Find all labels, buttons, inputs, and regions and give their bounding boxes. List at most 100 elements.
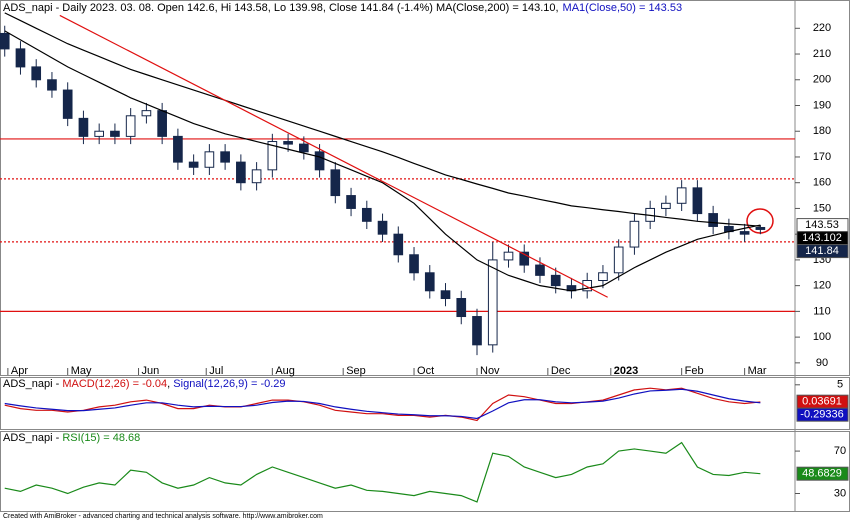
title-text: ADS_napi - Daily 2023. 03. 08. Open 142.… [3, 2, 559, 14]
ma-line [4, 30, 761, 292]
y-tick-label: 170 [813, 151, 831, 163]
candle-body [62, 89, 73, 119]
x-tick-label: 2023 [614, 365, 638, 377]
candle-body [299, 143, 309, 153]
value-box-label: 143.102 [802, 232, 842, 244]
candle-body [141, 110, 152, 117]
value-box-label: 143.53 [805, 219, 839, 231]
candle-body [220, 151, 230, 163]
x-tick-label: May [71, 365, 92, 377]
indicator-line [4, 387, 761, 422]
y-tick-label: 190 [813, 99, 831, 111]
candle-body [47, 79, 57, 91]
ma-line [4, 12, 761, 227]
chart-title: ADS_napi - Daily 2023. 03. 08. Open 142.… [3, 2, 682, 14]
candle-body [393, 233, 404, 256]
candle-body [519, 251, 530, 266]
y-tick-label: 150 [813, 202, 831, 214]
x-tick-label: Feb [685, 365, 704, 377]
panel-title-part: , [167, 378, 173, 390]
y-tick-label: 70 [834, 445, 846, 457]
x-tick-label: Apr [11, 365, 28, 377]
candle-body [361, 207, 372, 222]
indicator-line [4, 441, 761, 503]
y-tick-label: 120 [813, 280, 831, 292]
x-tick-label: Aug [275, 365, 295, 377]
candle-body [283, 141, 293, 145]
candle-body [377, 220, 388, 235]
x-tick-label: Jun [142, 365, 160, 377]
x-tick-label: Dec [551, 365, 571, 377]
value-box-label: -0.29336 [800, 409, 843, 421]
y-tick-label: 210 [813, 48, 831, 60]
value-box [796, 407, 849, 422]
candle-body [330, 169, 341, 197]
y-tick-label: 180 [813, 125, 831, 137]
candle-body [755, 226, 766, 230]
candle-body [409, 254, 419, 274]
candle-body [251, 169, 262, 184]
x-tick-label: Oct [417, 365, 434, 377]
x-tick-label: Jul [209, 365, 223, 377]
candle-body [598, 272, 608, 282]
candle-body [346, 195, 356, 209]
panel-title-part: MACD(12,26) = -0.04 [62, 378, 167, 390]
candle-body [0, 32, 10, 50]
trend-line [59, 14, 608, 298]
price-panel [0, 0, 850, 376]
panel-title-part: ADS_napi - [3, 378, 62, 390]
candle-body [31, 66, 42, 81]
candle-body [188, 161, 199, 168]
y-tick-label: 100 [813, 331, 831, 343]
candle-body [550, 274, 561, 287]
x-tick-label: Mar [748, 365, 767, 377]
candle-body [456, 298, 467, 318]
panel-title: ADS_napi - MACD(12,26) = -0.04, Signal(1… [3, 378, 286, 390]
candle-body [676, 187, 687, 204]
value-box [796, 244, 849, 259]
panel-title-part: ADS_napi - [3, 432, 62, 444]
candle-body [613, 246, 624, 274]
candle-body [204, 151, 215, 168]
y-tick-label: 200 [813, 74, 831, 86]
candle-body [708, 213, 718, 227]
value-box-label: 0.03691 [802, 396, 842, 408]
candle-body [125, 115, 136, 137]
panel-title: ADS_napi - RSI(15) = 48.68 [3, 432, 140, 444]
indicator-line [4, 388, 761, 420]
y-tick-label: 30 [834, 487, 846, 499]
candle-body [314, 151, 325, 171]
value-box-label: 141.84 [805, 245, 839, 257]
candle-body [236, 161, 246, 184]
x-tick-label: Nov [480, 365, 500, 377]
candle-body [661, 202, 671, 209]
candle-body [78, 117, 89, 137]
candle-body [472, 316, 482, 346]
candle-body [157, 110, 167, 137]
candle-body [424, 272, 435, 292]
value-box [796, 466, 849, 481]
candle-body [739, 231, 750, 235]
candle-body [173, 135, 183, 163]
candle-body [582, 280, 593, 292]
candle-body [440, 290, 451, 300]
candle-body [94, 130, 105, 137]
candle-body [629, 220, 640, 248]
candle-body [535, 264, 545, 276]
panel-title-part: RSI(15) = 48.68 [62, 432, 140, 444]
candle-body [487, 259, 498, 346]
candle-body [692, 187, 703, 215]
x-tick-label: Sep [346, 365, 366, 377]
candle-body [503, 251, 514, 261]
footer: Created with AmiBroker - advanced charti… [3, 513, 323, 520]
value-box-label: 48.6829 [802, 468, 842, 480]
candle-body [15, 48, 26, 68]
y-tick-label: 5 [837, 379, 843, 391]
title-ma: MA1(Close,50) = 143.53 [563, 2, 683, 14]
candle-body [267, 141, 278, 171]
y-tick-label: 160 [813, 177, 831, 189]
panel-title-part: Signal(12,26,9) = -0.29 [173, 378, 285, 390]
y-tick-label: 90 [816, 357, 828, 369]
y-tick-label: 220 [813, 22, 831, 34]
